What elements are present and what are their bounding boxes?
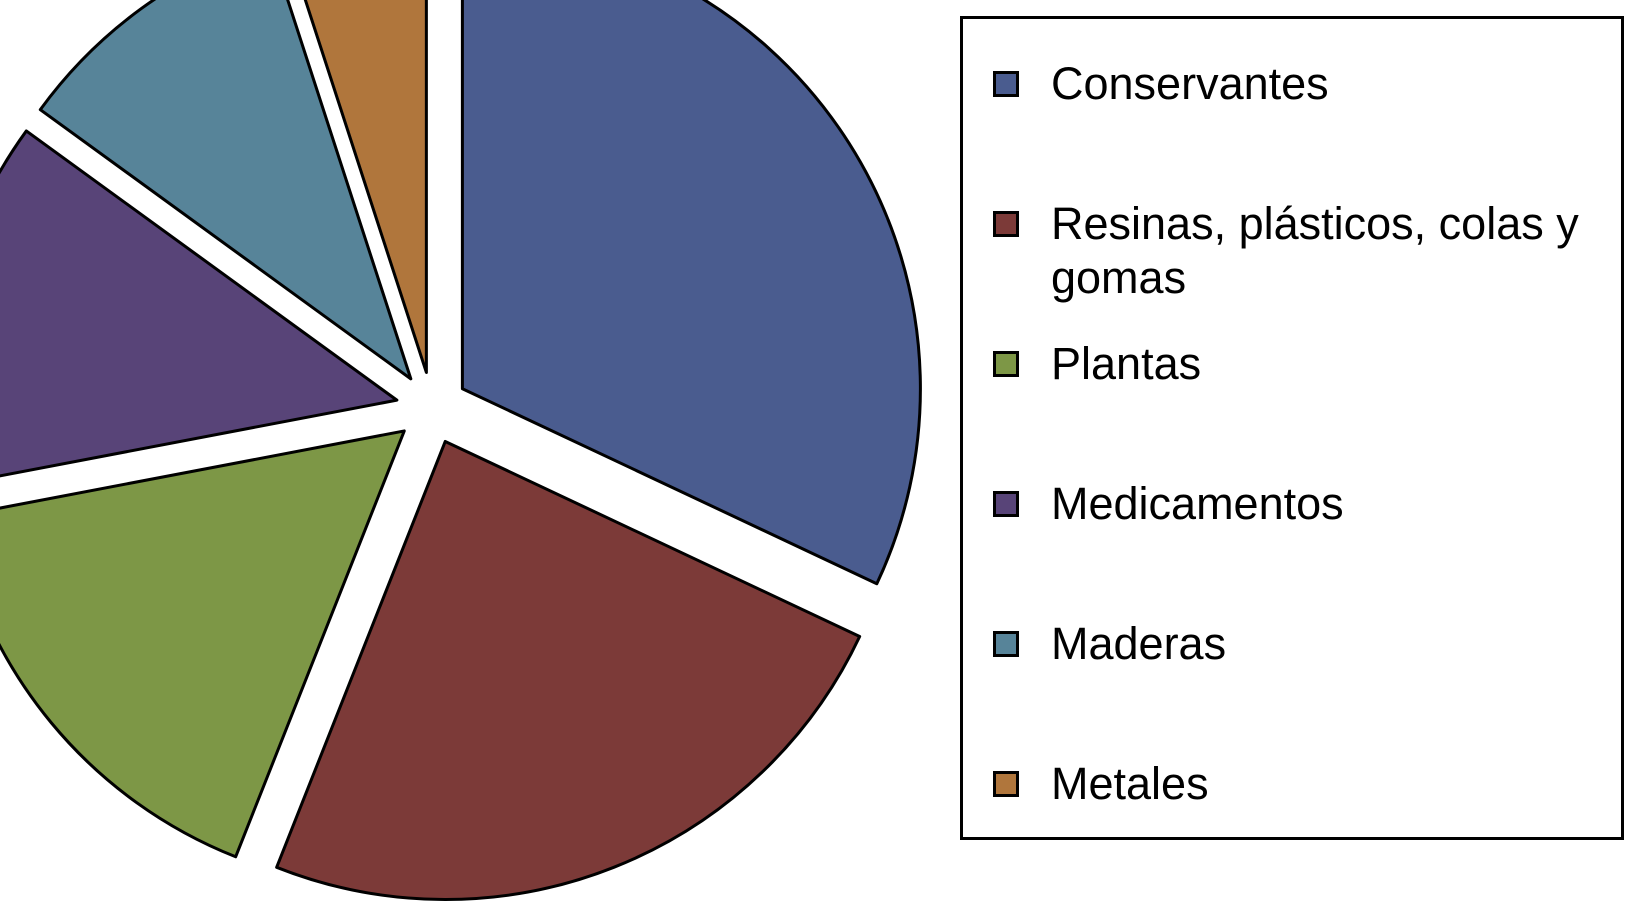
- pie-slice-3: [0, 429, 406, 859]
- legend-item-maderas: Maderas: [993, 617, 1623, 671]
- legend: Conservantes Resinas, plásticos, colas y…: [960, 16, 1624, 840]
- pie-slice-5: [38, 0, 413, 381]
- legend-swatch: [993, 631, 1019, 657]
- legend-swatch: [993, 211, 1019, 237]
- legend-label: Medicamentos: [1051, 478, 1344, 529]
- legend-item-resinas: Resinas, plásticos, colas y gomas: [993, 197, 1623, 305]
- legend-swatch: [993, 71, 1019, 97]
- pie-slice-4: [0, 129, 399, 478]
- legend-label: Maderas: [1051, 618, 1227, 669]
- legend-label: Resinas, plásticos, colas y gomas: [1051, 198, 1579, 303]
- legend-label: Plantas: [1051, 338, 1202, 389]
- legend-label: Conservantes: [1051, 58, 1329, 109]
- pie-slice-1: [460, 0, 922, 586]
- pie-slice-2: [275, 439, 862, 901]
- legend-swatch: [993, 351, 1019, 377]
- legend-item-conservantes: Conservantes: [993, 57, 1623, 111]
- legend-item-metales: Metales: [993, 757, 1623, 811]
- legend-item-plantas: Plantas: [993, 337, 1623, 391]
- legend-item-medicamentos: Medicamentos: [993, 477, 1623, 531]
- legend-swatch: [993, 491, 1019, 517]
- legend-label: Metales: [1051, 758, 1209, 809]
- pie-chart: [0, 0, 922, 901]
- legend-swatch: [993, 771, 1019, 797]
- pie-slice-6: [303, 0, 428, 374]
